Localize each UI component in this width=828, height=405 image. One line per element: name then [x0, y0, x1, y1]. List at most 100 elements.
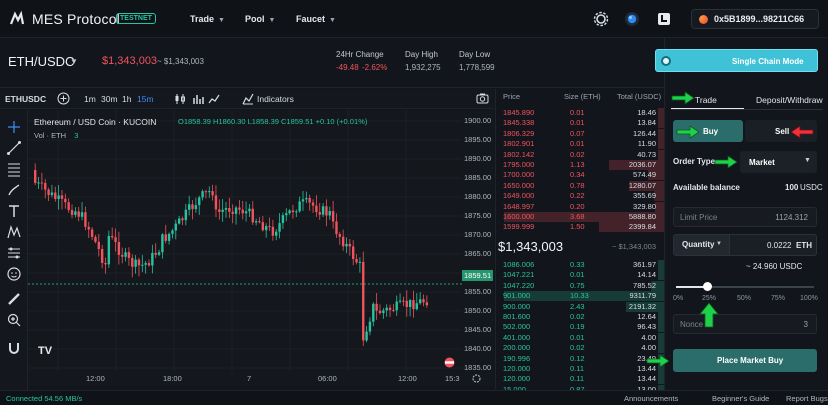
- crosshair-icon[interactable]: [6, 119, 22, 135]
- ticker-bar: ETH/USDC ▼ $1,343,003 ~ $1,343,003 24Hr …: [0, 38, 664, 88]
- ask-row[interactable]: 1600.000 3.68 5888.80: [496, 212, 664, 222]
- candle-body: [34, 170, 37, 183]
- bid-row[interactable]: 502.000 0.19 96.43: [496, 322, 664, 333]
- bid-row[interactable]: 1047.221 0.01 14.14: [496, 270, 664, 281]
- chevron-down-icon[interactable]: ▼: [70, 57, 78, 66]
- ask-row[interactable]: 1802.142 0.02 40.73: [496, 149, 664, 160]
- bid-row[interactable]: 120.000 0.11 13.44: [496, 374, 664, 385]
- order-type-select[interactable]: Market ▼: [740, 151, 817, 173]
- settings-gear-icon[interactable]: [592, 10, 610, 28]
- ask-row[interactable]: 1648.997 0.20 329.80: [496, 201, 664, 212]
- text-tool-icon[interactable]: [6, 203, 22, 219]
- candle-body: [157, 252, 161, 255]
- nav-pool[interactable]: Pool ▼: [245, 14, 275, 24]
- candle-body: [345, 243, 348, 247]
- candle-body: [348, 243, 352, 247]
- amount-slider-track[interactable]: [676, 286, 814, 288]
- indicators-icon[interactable]: [242, 93, 254, 105]
- brush-icon[interactable]: [6, 182, 22, 198]
- bid-row[interactable]: 801.600 0.02 12.64: [496, 312, 664, 322]
- bid-row[interactable]: 200.000 0.02 4.00: [496, 343, 664, 354]
- interval-15m[interactable]: 15m: [137, 94, 154, 104]
- report-bugs-link[interactable]: Report Bugs: [786, 394, 828, 403]
- camera-icon[interactable]: [476, 92, 489, 105]
- quantity-field[interactable]: Quantity ▼ 0.0222 ETH: [673, 234, 817, 256]
- indicators-button[interactable]: Indicators: [257, 94, 294, 104]
- trend-line-icon[interactable]: [6, 140, 22, 156]
- ask-row[interactable]: 1806.329 0.07 126.44: [496, 128, 664, 139]
- slider-tick[interactable]: 50%: [737, 295, 752, 302]
- candle-body: [378, 310, 382, 314]
- ask-row[interactable]: 1802.901 0.01 11.90: [496, 139, 664, 150]
- interval-1m[interactable]: 1m: [84, 94, 96, 104]
- ask-row[interactable]: 1649.000 0.22 355.69: [496, 191, 664, 202]
- interval-30m[interactable]: 30m: [101, 94, 118, 104]
- zoom-in-icon[interactable]: [6, 312, 22, 328]
- bid-row[interactable]: 190.996 0.12 23.49: [496, 353, 664, 364]
- slider-tick[interactable]: 0%: [673, 295, 684, 302]
- bid-row[interactable]: 15.000 0.87 13.00: [496, 384, 664, 395]
- nonce-field[interactable]: Nonce 3: [673, 314, 817, 334]
- bar-type-icon[interactable]: [192, 93, 204, 105]
- add-symbol-icon[interactable]: [57, 92, 70, 105]
- bid-row[interactable]: 901.000 10.33 9311.79: [496, 291, 664, 302]
- ruler-icon[interactable]: [6, 291, 22, 307]
- row-price: 1086.006: [503, 260, 535, 269]
- row-price: 502.000: [503, 322, 531, 332]
- candlestick-plot[interactable]: [28, 110, 462, 372]
- notification-bell-icon[interactable]: [655, 10, 673, 28]
- interval-1h[interactable]: 1h: [122, 94, 132, 104]
- ask-row[interactable]: 1845.890 0.01 18.46: [496, 108, 664, 118]
- pattern-icon[interactable]: [6, 224, 22, 240]
- chart-settings-icon[interactable]: [471, 373, 482, 384]
- bid-row[interactable]: 1086.006 0.33 361.97: [496, 260, 664, 270]
- candle-body: [191, 204, 194, 210]
- flag-us-icon[interactable]: [444, 357, 455, 368]
- nav-trade[interactable]: Trade ▼: [190, 14, 225, 24]
- ask-row[interactable]: 1700.000 0.34 574.49: [496, 170, 664, 181]
- measure-icon[interactable]: [6, 245, 22, 261]
- price-axis-label: 1885.00: [464, 173, 492, 182]
- candle-type-icon[interactable]: [174, 93, 186, 105]
- slider-tick[interactable]: 75%: [771, 295, 786, 302]
- ask-row[interactable]: 1599.999 1.50 2399.84: [496, 222, 664, 233]
- place-market-buy-button[interactable]: Place Market Buy: [673, 349, 817, 372]
- row-price: 1845.890: [503, 108, 535, 117]
- bid-row[interactable]: 401.000 0.01 4.00: [496, 332, 664, 343]
- emoji-icon[interactable]: [6, 266, 22, 282]
- time-axis[interactable]: 12:00 18:00 7 06:00 12:00 15:3: [28, 372, 494, 386]
- depth-bar: [658, 128, 664, 139]
- ask-row[interactable]: 1650.000 0.78 1280.07: [496, 180, 664, 191]
- tab-trade[interactable]: Trade: [695, 95, 717, 105]
- nav-faucet[interactable]: Faucet ▼: [296, 14, 336, 24]
- bid-row[interactable]: 900.000 2.43 2191.32: [496, 301, 664, 312]
- slider-tick[interactable]: 100%: [800, 295, 818, 302]
- row-price: 1700.000: [503, 170, 535, 180]
- quantity-unit-select[interactable]: Quantity ▼: [674, 235, 730, 255]
- beginners-guide-link[interactable]: Beginner's Guide: [712, 394, 770, 403]
- compare-icon[interactable]: [208, 93, 220, 105]
- wallet-button[interactable]: 0x5B1899...98211C66: [691, 9, 819, 29]
- candle-body: [281, 215, 285, 224]
- single-chain-mode-button[interactable]: Single Chain Mode: [655, 49, 818, 72]
- bid-row[interactable]: 120.000 0.11 13.44: [496, 364, 664, 374]
- slider-tick[interactable]: 25%: [702, 295, 717, 302]
- candle-body: [392, 310, 395, 312]
- announcements-link[interactable]: Announcements: [624, 394, 679, 403]
- pair-selector[interactable]: ETH/USDC: [8, 54, 75, 69]
- price-chart[interactable]: Ethereum / USD Coin · KUCOIN O1858.39 H1…: [28, 110, 462, 383]
- price-axis[interactable]: 1900.00 1895.00 1890.00 1885.00 1880.00 1875.…: [462, 110, 494, 372]
- ask-row[interactable]: 1845.338 0.01 13.84: [496, 118, 664, 129]
- single-chain-mode-label: Single Chain Mode: [732, 57, 804, 66]
- chart-symbol[interactable]: ETHUSDC: [5, 94, 47, 104]
- amount-slider-handle[interactable]: [703, 282, 712, 291]
- bid-row[interactable]: 1047.220 0.75 785.52: [496, 280, 664, 291]
- magnet-icon[interactable]: [6, 340, 22, 356]
- logo-icon: [9, 10, 25, 25]
- brand-name[interactable]: MES Protocol: [32, 11, 120, 27]
- network-icon[interactable]: [623, 10, 641, 28]
- fib-icon[interactable]: [6, 161, 22, 177]
- tab-deposit-withdraw[interactable]: Deposit/Withdraw: [756, 95, 823, 105]
- ask-row[interactable]: 1795.000 1.13 2036.07: [496, 160, 664, 170]
- chart-title: Ethereum / USD Coin · KUCOIN: [34, 117, 157, 127]
